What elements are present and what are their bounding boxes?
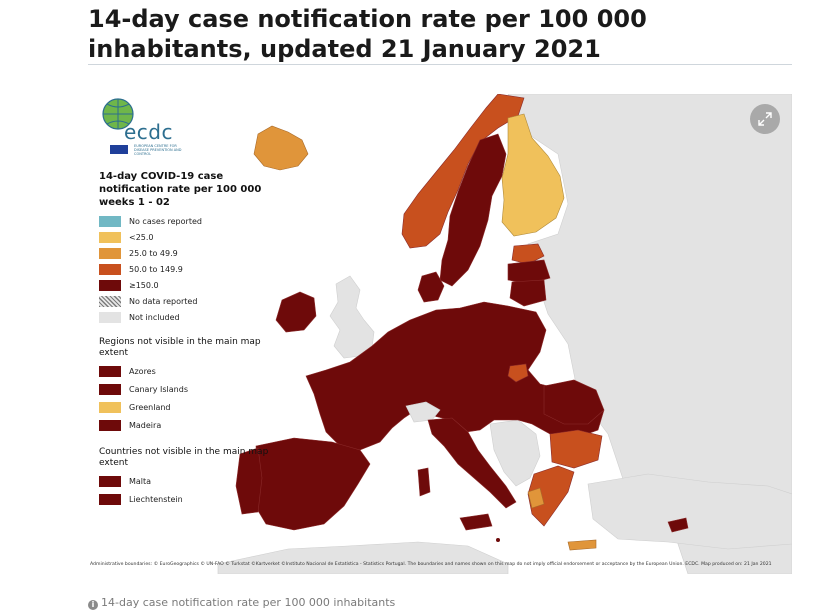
europe-map[interactable] <box>88 94 792 574</box>
legend-label: 25.0 to 49.9 <box>129 249 178 258</box>
legend-item: Azores <box>99 365 269 383</box>
country-sweden[interactable] <box>439 133 507 287</box>
map-footer-note: Administrative boundaries: © EuroGeograp… <box>90 562 772 567</box>
legend-item: Liechtenstein <box>99 493 269 511</box>
legend-label: Madeira <box>129 421 162 430</box>
page-title: 14-day case notification rate per 100 00… <box>88 5 647 63</box>
legend-label: <25.0 <box>129 233 154 242</box>
country-norway[interactable] <box>401 94 525 249</box>
legend-swatch <box>99 384 121 395</box>
countries-list: Malta Liechtenstein <box>99 475 269 511</box>
expand-arrows-icon <box>758 112 772 126</box>
legend-swatch <box>99 248 121 259</box>
legend-swatch <box>99 232 121 243</box>
legend-label: Canary Islands <box>129 385 188 394</box>
legend-item: ≥150.0 <box>99 279 269 295</box>
logo-subtitle: EUROPEAN CENTRE FOR DISEASE PREVENTION A… <box>134 144 182 156</box>
region-poland-orange[interactable] <box>507 363 529 383</box>
legend-swatch <box>99 402 121 413</box>
island-sicily[interactable] <box>459 513 493 531</box>
country-iceland[interactable] <box>253 125 309 171</box>
region-turkey <box>587 473 792 550</box>
legend-item: No data reported <box>99 295 269 311</box>
country-bulgaria[interactable] <box>549 429 603 469</box>
legend-label: Liechtenstein <box>129 495 183 504</box>
map-frame[interactable]: ecdc EUROPEAN CENTRE FOR DISEASE PREVENT… <box>88 94 792 574</box>
region-non-eu-east <box>507 94 792 574</box>
country-italy[interactable] <box>427 417 517 509</box>
country-denmark[interactable] <box>417 271 445 303</box>
legend-swatch <box>99 476 121 487</box>
country-malta[interactable] <box>496 538 500 542</box>
legend-label: ≥150.0 <box>129 281 159 290</box>
legend-swatch <box>99 280 121 291</box>
region-greece-low[interactable] <box>527 487 545 509</box>
expand-button[interactable] <box>750 104 780 134</box>
legend-item: Greenland <box>99 401 269 419</box>
logo-wordmark: ecdc <box>124 120 173 144</box>
map-legend: 14-day COVID-19 case notification rate p… <box>99 170 269 511</box>
info-icon: i <box>88 600 98 610</box>
legend-item: 50.0 to 149.9 <box>99 263 269 279</box>
figure-caption: i 14-day case notification rate per 100 0… <box>88 596 395 610</box>
legend-label: No cases reported <box>129 217 202 226</box>
country-lithuania[interactable] <box>509 279 547 307</box>
region-balkans <box>489 419 541 487</box>
legend-item: Madeira <box>99 419 269 437</box>
country-romania[interactable] <box>543 379 605 425</box>
country-ireland[interactable] <box>275 291 317 333</box>
legend-label: Greenland <box>129 403 171 412</box>
title-divider <box>88 64 792 65</box>
country-cyprus[interactable] <box>667 517 689 533</box>
island-sardinia[interactable] <box>417 467 431 497</box>
ecdc-logo: ecdc EUROPEAN CENTRE FOR DISEASE PREVENT… <box>98 96 181 160</box>
legend-item: Not included <box>99 311 269 327</box>
legend-label: No data reported <box>129 297 198 306</box>
country-portugal[interactable] <box>235 447 263 515</box>
regions-list: Azores Canary Islands Greenland Madeira <box>99 365 269 437</box>
legend-label: 50.0 to 149.9 <box>129 265 183 274</box>
legend-swatch-hatched <box>99 296 121 307</box>
regions-section-title: Regions not visible in the main map exte… <box>99 337 261 358</box>
country-estonia[interactable] <box>511 243 545 265</box>
legend-label: Malta <box>129 477 152 486</box>
region-north-africa <box>217 541 509 574</box>
country-greece[interactable] <box>527 465 575 527</box>
legend-swatch <box>99 312 121 323</box>
legend-swatch <box>99 494 121 505</box>
legend-label: Not included <box>129 313 180 322</box>
legend-swatch <box>99 264 121 275</box>
legend-item: No cases reported <box>99 215 269 231</box>
eu-flag-icon <box>110 145 128 154</box>
legend-title: 14-day COVID-19 case notification rate p… <box>99 171 262 208</box>
legend-item: <25.0 <box>99 231 269 247</box>
legend-swatch <box>99 420 121 431</box>
legend-item: Canary Islands <box>99 383 269 401</box>
legend-list: No cases reported <25.0 25.0 to 49.9 50.… <box>99 215 269 327</box>
country-finland[interactable] <box>501 113 565 237</box>
island-crete[interactable] <box>567 539 597 551</box>
countries-section-title: Countries not visible in the main map ex… <box>99 447 269 468</box>
legend-swatch <box>99 216 121 227</box>
legend-label: Azores <box>129 367 156 376</box>
globe-icon <box>102 98 134 130</box>
legend-swatch <box>99 366 121 377</box>
legend-item: 25.0 to 49.9 <box>99 247 269 263</box>
caption-text: 14-day case notification rate per 100 00… <box>101 596 396 609</box>
country-switzerland <box>405 401 441 423</box>
legend-item: Malta <box>99 475 269 493</box>
